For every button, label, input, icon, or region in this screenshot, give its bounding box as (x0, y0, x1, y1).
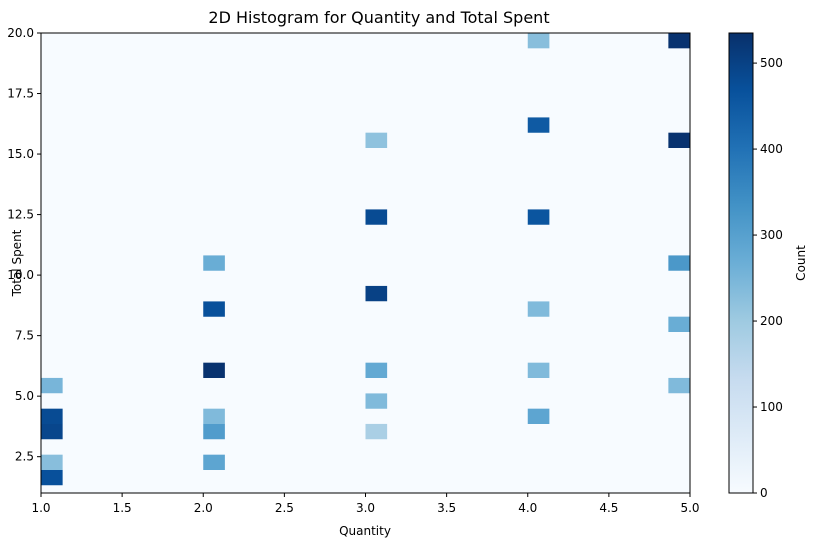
x-tick-label: 3.0 (356, 501, 375, 515)
x-tick-label: 5.0 (680, 501, 699, 515)
y-tick-label: 17.5 (7, 87, 34, 101)
histogram-cells (41, 33, 690, 486)
colorbar (728, 32, 754, 494)
colorbar-tick-label: 500 (760, 56, 783, 70)
y-axis-label: Total Spent (10, 229, 24, 297)
x-tick-label: 1.0 (31, 501, 50, 515)
y-tick-label: 12.5 (7, 208, 34, 222)
histogram-cell (527, 33, 550, 49)
x-tick-label: 1.5 (113, 501, 132, 515)
histogram-cell (365, 423, 388, 440)
colorbar-tick-label: 100 (760, 400, 783, 414)
histogram-cell (527, 362, 550, 378)
x-tick-label: 2.0 (194, 501, 213, 515)
histogram-cell (41, 408, 63, 424)
histogram-cell (527, 209, 550, 225)
y-tick-label: 7.5 (15, 329, 34, 343)
x-tick-label: 4.5 (599, 501, 618, 515)
colorbar-tick-label: 200 (760, 314, 783, 328)
colorbar-tick-label: 400 (760, 142, 783, 156)
y-tick-label: 20.0 (7, 26, 34, 40)
plot-background (41, 33, 690, 493)
histogram-cell (527, 408, 550, 424)
histogram-cell (203, 255, 225, 271)
histogram-cell (41, 377, 63, 394)
colorbar-label: Count (794, 245, 808, 281)
x-axis-ticks: 1.0 1.5 2.0 2.5 3.0 3.5 4.0 4.5 5.0 (31, 493, 700, 515)
histogram-cell (527, 117, 550, 133)
histogram-cell (668, 255, 690, 271)
histogram-cell (365, 362, 388, 378)
colorbar-tick-label: 300 (760, 228, 783, 242)
histogram-cell (41, 469, 63, 486)
histogram-cell (365, 393, 388, 409)
histogram-cell (668, 33, 690, 49)
histogram-cell (203, 454, 225, 470)
histogram-cell (41, 423, 63, 440)
x-tick-label: 3.5 (437, 501, 456, 515)
histogram-cell (203, 423, 225, 440)
histogram-cell (668, 377, 690, 394)
histogram-cell (365, 209, 388, 225)
histogram-cell (668, 316, 690, 332)
y-axis-ticks: 2.5 5.0 7.5 10.0 12.5 15.0 17.5 20.0 (7, 26, 41, 464)
colorbar-tick-label: 0 (760, 486, 768, 500)
histogram-cell (41, 454, 63, 470)
histogram-cell (668, 132, 690, 148)
chart-title: 2D Histogram for Quantity and Total Spen… (208, 8, 549, 27)
colorbar-ticks: 0 100 200 300 400 500 (753, 56, 783, 500)
histogram-cell (203, 301, 225, 317)
y-tick-label: 10.0 (7, 268, 34, 282)
histogram-cell (527, 301, 550, 317)
y-tick-label: 5.0 (15, 389, 34, 403)
histogram-cell (203, 408, 225, 424)
y-tick-label: 15.0 (7, 147, 34, 161)
x-axis-label: Quantity (339, 524, 391, 538)
histogram-cell (203, 362, 225, 378)
y-tick-label: 2.5 (15, 450, 34, 464)
histogram-cell (365, 132, 388, 148)
histogram-cell (365, 285, 388, 302)
x-tick-label: 4.0 (518, 501, 537, 515)
x-tick-label: 2.5 (275, 501, 294, 515)
